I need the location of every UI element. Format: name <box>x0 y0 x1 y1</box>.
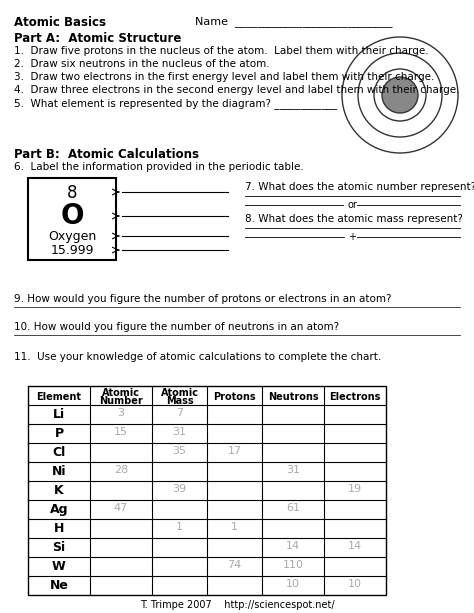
Text: Electrons: Electrons <box>329 392 381 402</box>
Text: Oxygen: Oxygen <box>48 230 96 243</box>
Text: 17: 17 <box>228 446 242 456</box>
Text: Protons: Protons <box>213 392 256 402</box>
Text: Number: Number <box>99 396 143 406</box>
Text: O: O <box>60 202 84 230</box>
Text: Ni: Ni <box>52 465 66 478</box>
Text: Part B:  Atomic Calculations: Part B: Atomic Calculations <box>14 148 199 161</box>
Text: W: W <box>52 560 66 573</box>
Text: 14: 14 <box>348 541 362 551</box>
Text: K: K <box>54 484 64 497</box>
Text: 1: 1 <box>176 522 183 532</box>
Circle shape <box>382 77 418 113</box>
Text: 15: 15 <box>114 427 128 437</box>
Text: Si: Si <box>53 541 65 554</box>
Text: Part A:  Atomic Structure: Part A: Atomic Structure <box>14 32 182 45</box>
Text: Mass: Mass <box>166 396 193 406</box>
Text: 19: 19 <box>348 484 362 494</box>
Text: 110: 110 <box>283 560 303 570</box>
Text: 11.  Use your knowledge of atomic calculations to complete the chart.: 11. Use your knowledge of atomic calcula… <box>14 352 381 362</box>
Text: Atomic: Atomic <box>102 388 140 398</box>
Text: 8. What does the atomic mass represent?: 8. What does the atomic mass represent? <box>245 214 463 224</box>
Text: Li: Li <box>53 408 65 421</box>
Text: 31: 31 <box>286 465 300 475</box>
Text: 8: 8 <box>67 184 77 202</box>
Bar <box>28 386 386 595</box>
Text: Atomic: Atomic <box>161 388 199 398</box>
Text: Neutrons: Neutrons <box>268 392 319 402</box>
Text: 7: 7 <box>176 408 183 418</box>
Text: 3: 3 <box>118 408 125 418</box>
Text: T. Trimpe 2007    http://sciencespot.net/: T. Trimpe 2007 http://sciencespot.net/ <box>140 600 334 610</box>
Text: H: H <box>54 522 64 535</box>
Text: 1: 1 <box>231 522 238 532</box>
Text: 74: 74 <box>228 560 242 570</box>
Text: 15.999: 15.999 <box>50 244 94 257</box>
Text: 31: 31 <box>173 427 186 437</box>
Text: P: P <box>55 427 64 440</box>
Text: Atomic Basics: Atomic Basics <box>14 16 106 29</box>
Text: 10. How would you figure the number of neutrons in an atom?: 10. How would you figure the number of n… <box>14 322 339 332</box>
Text: 7. What does the atomic number represent?: 7. What does the atomic number represent… <box>245 182 474 192</box>
Text: 14: 14 <box>286 541 300 551</box>
Text: 5.  What element is represented by the diagram? ____________: 5. What element is represented by the di… <box>14 98 337 109</box>
Text: 10: 10 <box>286 579 300 589</box>
Text: 6.  Label the information provided in the periodic table.: 6. Label the information provided in the… <box>14 162 304 172</box>
Text: or: or <box>347 200 357 210</box>
Text: Ag: Ag <box>50 503 68 516</box>
Text: Ne: Ne <box>50 579 68 592</box>
Text: 3.  Draw two electrons in the first energy level and label them with their charg: 3. Draw two electrons in the first energ… <box>14 72 434 82</box>
Text: +: + <box>348 232 356 242</box>
Text: 28: 28 <box>114 465 128 475</box>
Text: 47: 47 <box>114 503 128 513</box>
Text: 61: 61 <box>286 503 300 513</box>
Text: 10: 10 <box>348 579 362 589</box>
Text: Cl: Cl <box>52 446 65 459</box>
Bar <box>28 178 116 260</box>
Text: Name  ____________________________: Name ____________________________ <box>195 16 392 27</box>
Text: 9. How would you figure the number of protons or electrons in an atom?: 9. How would you figure the number of pr… <box>14 294 392 304</box>
Text: 1.  Draw five protons in the nucleus of the atom.  Label them with their charge.: 1. Draw five protons in the nucleus of t… <box>14 46 428 56</box>
Text: 4.  Draw three electrons in the second energy level and label them with their ch: 4. Draw three electrons in the second en… <box>14 85 459 95</box>
Text: 39: 39 <box>173 484 187 494</box>
Text: 2.  Draw six neutrons in the nucleus of the atom.: 2. Draw six neutrons in the nucleus of t… <box>14 59 270 69</box>
Text: 35: 35 <box>173 446 186 456</box>
Text: Element: Element <box>36 392 82 402</box>
